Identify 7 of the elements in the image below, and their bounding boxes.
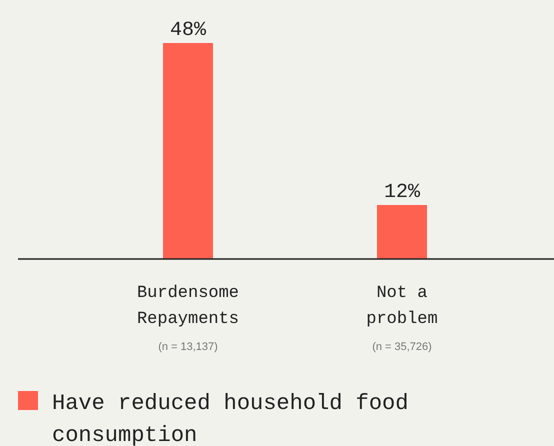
data-label: 48% bbox=[170, 19, 207, 42]
text: (n = 13,137) bbox=[158, 341, 218, 353]
legend-label: Have reduced household food consumption bbox=[52, 391, 408, 446]
text: (n = 35,726) bbox=[372, 341, 432, 353]
x-tick-label: Not a problem bbox=[366, 284, 438, 329]
data-label: 12% bbox=[384, 181, 421, 204]
x-tick-label: Burdensome Repayments bbox=[136, 284, 240, 329]
